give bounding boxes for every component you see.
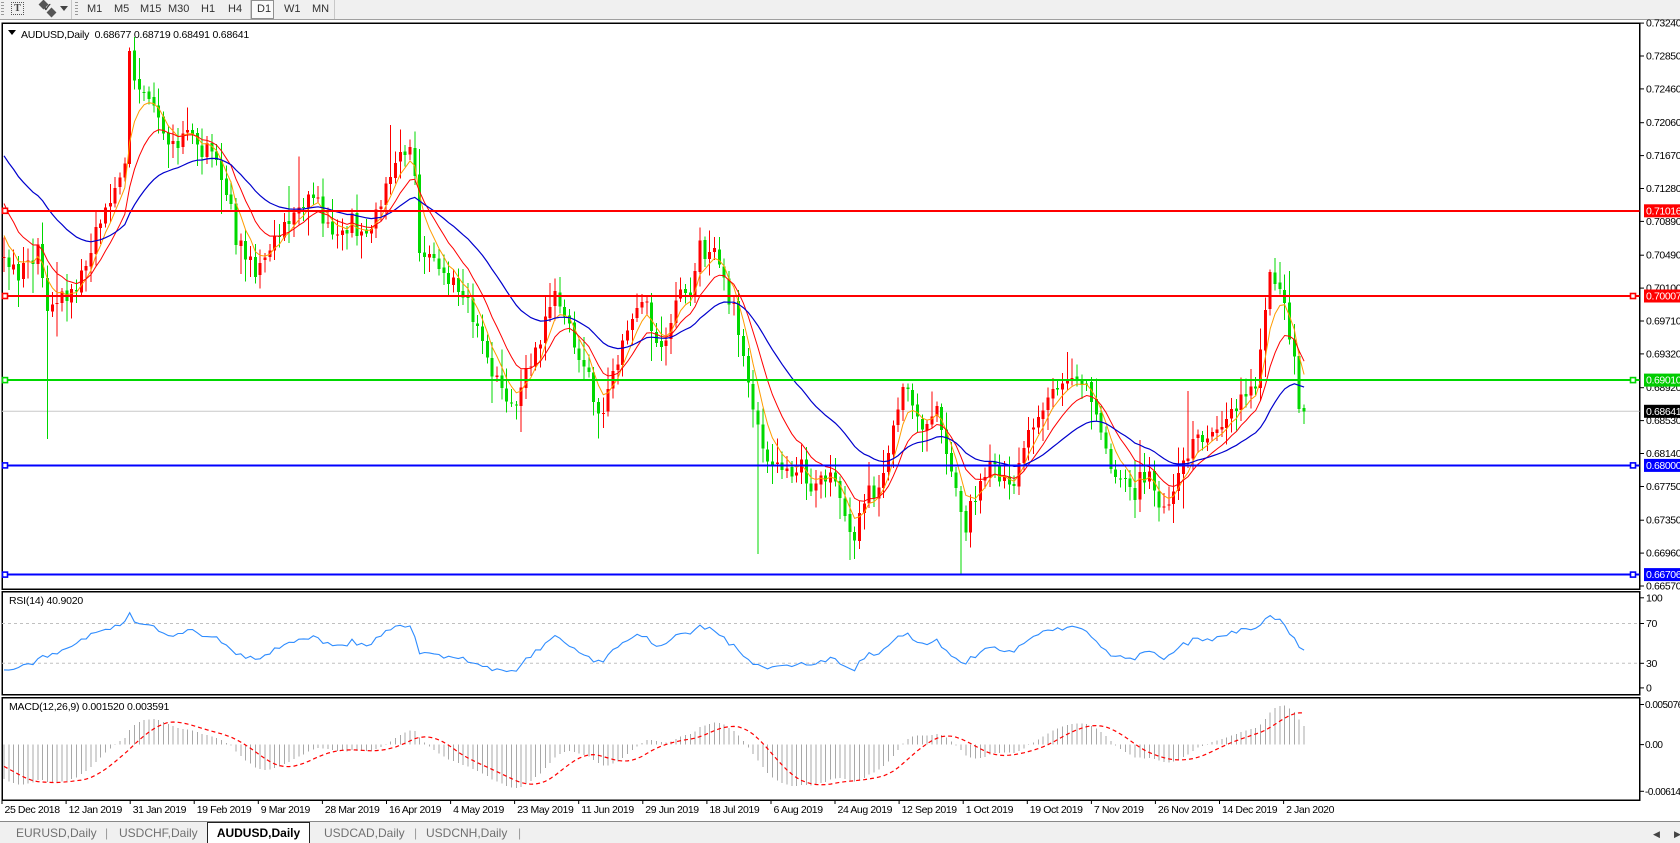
svg-text:0.005076: 0.005076 bbox=[1645, 700, 1680, 711]
svg-text:0.67350: 0.67350 bbox=[1646, 515, 1680, 527]
svg-text:0.68530: 0.68530 bbox=[1646, 415, 1680, 427]
svg-text:0.71670: 0.71670 bbox=[1646, 150, 1680, 162]
svg-text:0: 0 bbox=[1646, 682, 1652, 694]
svg-text:0.69320: 0.69320 bbox=[1646, 348, 1680, 360]
svg-text:19 Feb 2019: 19 Feb 2019 bbox=[197, 804, 252, 816]
svg-text:23 May 2019: 23 May 2019 bbox=[517, 804, 574, 816]
svg-text:0.66570: 0.66570 bbox=[1646, 581, 1680, 593]
svg-text:11 Jun 2019: 11 Jun 2019 bbox=[581, 804, 634, 816]
svg-text:6 Aug 2019: 6 Aug 2019 bbox=[774, 804, 824, 816]
svg-text:0.00: 0.00 bbox=[1645, 740, 1663, 751]
svg-text:0.68641: 0.68641 bbox=[1646, 406, 1680, 418]
svg-text:0.71280: 0.71280 bbox=[1646, 183, 1680, 195]
svg-text:RSI(14) 40.9020: RSI(14) 40.9020 bbox=[9, 595, 83, 607]
svg-text:29 Jun 2019: 29 Jun 2019 bbox=[645, 804, 699, 816]
svg-text:0.70890: 0.70890 bbox=[1646, 216, 1680, 228]
svg-text:0.72060: 0.72060 bbox=[1646, 117, 1680, 129]
svg-text:0.69710: 0.69710 bbox=[1646, 316, 1680, 328]
svg-text:AUDUSD,Daily 0.68677 0.68719: AUDUSD,Daily 0.68677 0.68719 0.68491 0.6… bbox=[21, 29, 249, 41]
svg-text:24 Aug 2019: 24 Aug 2019 bbox=[838, 804, 893, 816]
svg-text:0.70007: 0.70007 bbox=[1646, 291, 1680, 303]
svg-text:19 Oct 2019: 19 Oct 2019 bbox=[1030, 804, 1083, 816]
svg-text:1 Oct 2019: 1 Oct 2019 bbox=[966, 804, 1014, 816]
svg-text:0.72850: 0.72850 bbox=[1646, 51, 1680, 63]
svg-text:7 Nov 2019: 7 Nov 2019 bbox=[1094, 804, 1144, 816]
svg-text:0.69010: 0.69010 bbox=[1646, 375, 1680, 387]
svg-text:2 Jan 2020: 2 Jan 2020 bbox=[1286, 804, 1335, 816]
svg-text:0.66960: 0.66960 bbox=[1646, 548, 1680, 560]
svg-text:MACD(12,26,9) 0.001520 0.00359: MACD(12,26,9) 0.001520 0.003591 bbox=[9, 701, 170, 713]
svg-text:0.71016: 0.71016 bbox=[1646, 205, 1680, 217]
svg-text:0.70490: 0.70490 bbox=[1646, 250, 1680, 262]
svg-text:0.73240: 0.73240 bbox=[1646, 18, 1680, 30]
svg-text:16 Apr 2019: 16 Apr 2019 bbox=[389, 804, 442, 816]
svg-text:0.68000: 0.68000 bbox=[1646, 460, 1680, 472]
svg-text:70: 70 bbox=[1646, 618, 1657, 630]
svg-text:0.67750: 0.67750 bbox=[1646, 481, 1680, 493]
svg-text:26 Nov 2019: 26 Nov 2019 bbox=[1158, 804, 1214, 816]
svg-text:9 Mar 2019: 9 Mar 2019 bbox=[261, 804, 311, 816]
svg-text:4 May 2019: 4 May 2019 bbox=[453, 804, 504, 816]
svg-text:0.72460: 0.72460 bbox=[1646, 83, 1680, 95]
svg-text:14 Dec 2019: 14 Dec 2019 bbox=[1222, 804, 1278, 816]
svg-text:31 Jan 2019: 31 Jan 2019 bbox=[133, 804, 187, 816]
svg-text:18 Jul 2019: 18 Jul 2019 bbox=[709, 804, 759, 816]
svg-text:30: 30 bbox=[1646, 658, 1657, 670]
svg-text:100: 100 bbox=[1646, 592, 1663, 604]
svg-text:25 Dec 2018: 25 Dec 2018 bbox=[5, 804, 61, 816]
svg-text:0.68140: 0.68140 bbox=[1646, 448, 1680, 460]
svg-text:0.66706: 0.66706 bbox=[1646, 569, 1680, 581]
svg-text:-0.006148: -0.006148 bbox=[1645, 787, 1680, 798]
svg-text:28 Mar 2019: 28 Mar 2019 bbox=[325, 804, 380, 816]
svg-text:12 Jan 2019: 12 Jan 2019 bbox=[69, 804, 123, 816]
svg-text:12 Sep 2019: 12 Sep 2019 bbox=[902, 804, 958, 816]
